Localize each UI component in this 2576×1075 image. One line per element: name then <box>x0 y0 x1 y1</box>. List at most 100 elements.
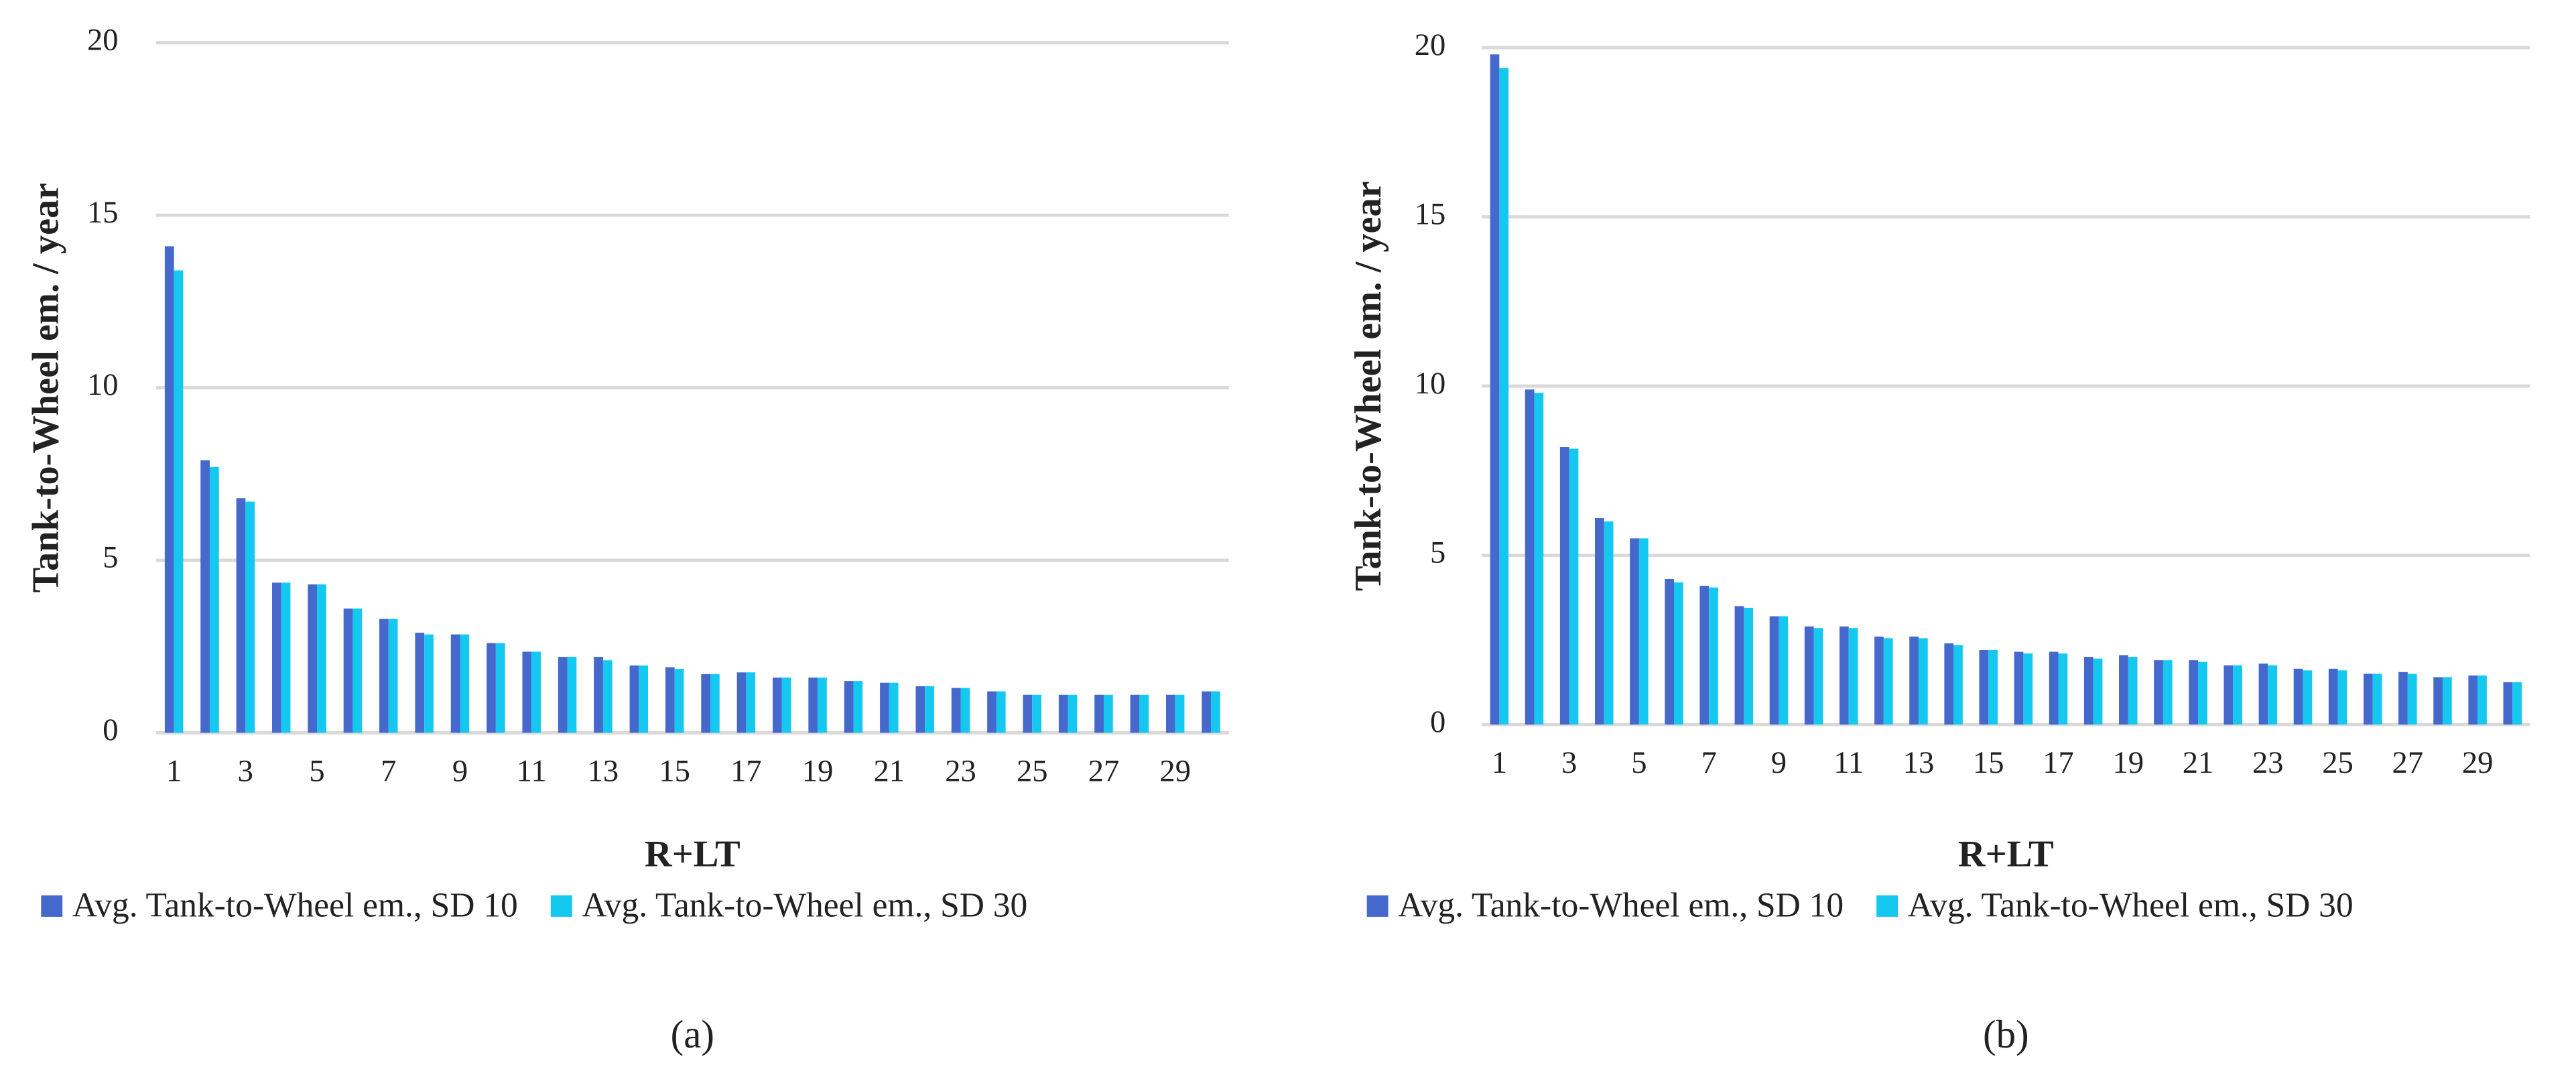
bar <box>2468 675 2478 725</box>
bar <box>2258 663 2268 725</box>
bar <box>1103 694 1113 733</box>
bar <box>2119 655 2128 725</box>
bar <box>665 667 675 733</box>
y-tick-label: 10 <box>1415 367 1446 401</box>
bar <box>1944 643 1954 725</box>
y-tick-label: 20 <box>87 23 119 57</box>
bar <box>996 691 1006 733</box>
x-tick-label: 3 <box>1561 746 1577 780</box>
bar <box>245 501 255 733</box>
bar <box>1559 446 1569 725</box>
x-axis-title: R+LT <box>645 834 740 875</box>
bar <box>1032 694 1041 733</box>
bar <box>2023 653 2033 725</box>
bar <box>2233 665 2242 725</box>
bar <box>880 682 889 733</box>
x-tick-label: 23 <box>2252 746 2284 780</box>
bar <box>343 609 353 733</box>
x-tick-label: 21 <box>2183 746 2214 780</box>
bar <box>1953 645 1963 725</box>
legend-label: Avg. Tank-to-Wheel em., SD 30 <box>582 886 1027 924</box>
bar <box>1068 694 1078 733</box>
bar <box>379 619 389 733</box>
bar <box>1094 694 1104 733</box>
bar <box>674 669 684 733</box>
bar <box>2198 661 2207 725</box>
bar <box>1525 389 1535 725</box>
bar <box>164 246 174 733</box>
bar <box>567 657 577 733</box>
bar <box>424 634 434 733</box>
x-tick-label: 9 <box>452 754 468 788</box>
bar <box>853 681 863 733</box>
bar <box>1604 521 1614 725</box>
bar <box>2224 665 2234 725</box>
bar <box>2014 651 2024 725</box>
bar <box>808 677 818 733</box>
bar <box>495 643 505 733</box>
y-tick-label: 15 <box>87 196 119 230</box>
bar <box>388 619 398 733</box>
bar <box>236 498 246 733</box>
bar <box>1734 606 1744 725</box>
bar <box>781 677 791 733</box>
y-axis-title: Tank-to-Wheel em. / year <box>25 183 67 593</box>
bar <box>2328 668 2338 725</box>
bar <box>1839 626 1849 725</box>
bar <box>2058 653 2068 725</box>
caption: (b) <box>1983 1013 2029 1056</box>
bar <box>1130 694 1140 733</box>
bar <box>951 688 961 733</box>
bar <box>1744 607 1754 725</box>
legend-label: Avg. Tank-to-Wheel em., SD 10 <box>72 886 518 924</box>
bar <box>2083 657 2094 725</box>
bar <box>736 672 747 733</box>
x-tick-label: 27 <box>2392 746 2424 780</box>
bar <box>594 657 603 733</box>
bar <box>2337 670 2347 725</box>
bar <box>487 643 496 733</box>
bar <box>701 674 711 733</box>
bar <box>629 665 639 733</box>
x-tick-label: 1 <box>166 754 182 788</box>
y-tick-label: 0 <box>1430 705 1445 739</box>
bar <box>2128 657 2138 725</box>
x-tick-label: 17 <box>730 754 762 788</box>
legend-swatch <box>41 895 63 917</box>
bar <box>710 674 720 733</box>
bar <box>1595 518 1604 725</box>
bar <box>2398 672 2408 725</box>
bar <box>1665 578 1675 725</box>
x-tick-label: 19 <box>2112 746 2144 780</box>
x-tick-label: 11 <box>1833 746 1864 780</box>
caption: (a) <box>671 1013 714 1056</box>
bar <box>1813 628 1823 725</box>
bar <box>844 681 854 733</box>
x-tick-label: 19 <box>802 754 834 788</box>
bar <box>1979 649 1989 725</box>
bar <box>558 657 568 733</box>
x-tick-label: 1 <box>1492 746 1507 780</box>
bar <box>2442 677 2452 725</box>
bar <box>1175 694 1185 733</box>
bar <box>1139 694 1149 733</box>
bar <box>746 672 756 733</box>
bar <box>1988 649 1998 725</box>
bar <box>1630 538 1639 725</box>
bar <box>522 651 532 733</box>
bar <box>1023 694 1033 733</box>
bar <box>1058 694 1068 733</box>
legend-swatch <box>1366 895 1389 917</box>
bar <box>2372 674 2382 725</box>
bar <box>2303 670 2313 725</box>
bar <box>352 609 363 733</box>
bar <box>1874 636 1884 725</box>
x-tick-label: 15 <box>659 754 690 788</box>
y-tick-label: 10 <box>87 368 119 402</box>
x-tick-label: 15 <box>1973 746 2004 780</box>
x-axis-title: R+LT <box>1958 834 2054 875</box>
x-tick-label: 17 <box>2043 746 2074 780</box>
bar <box>1674 582 1683 725</box>
y-tick-label: 5 <box>1430 535 1445 570</box>
